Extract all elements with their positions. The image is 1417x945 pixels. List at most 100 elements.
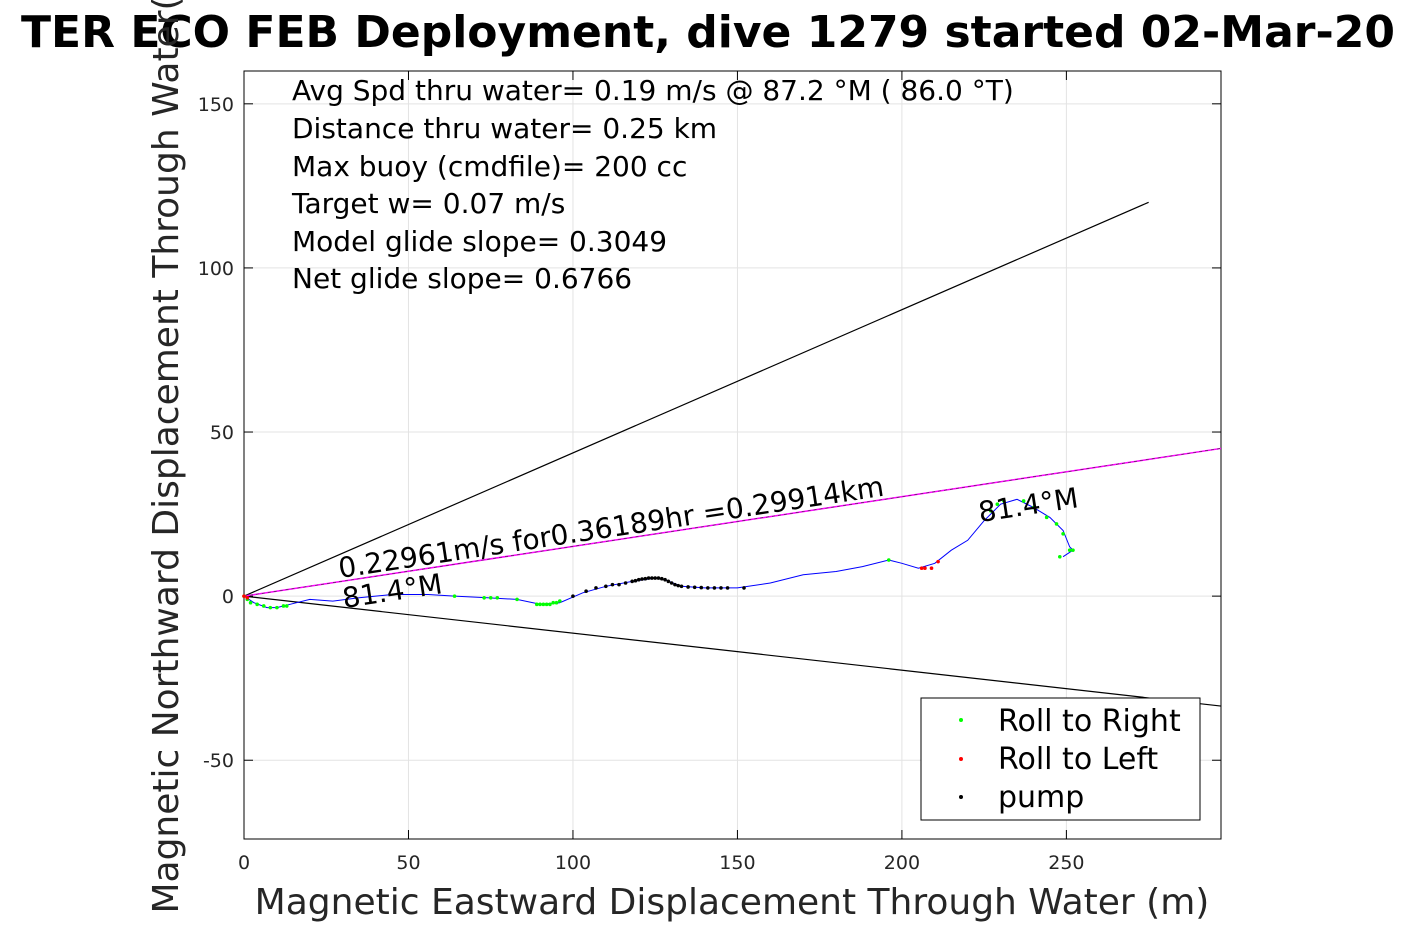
- roll-right-marker: [284, 604, 289, 608]
- roll-right-marker: [1054, 522, 1059, 526]
- y-tick-label: 0: [222, 586, 234, 608]
- roll-right-marker: [1031, 505, 1036, 510]
- roll-left-marker: [929, 566, 934, 571]
- depth-averaged-current-line: [243, 447, 1222, 597]
- x-tick-label: 250: [1048, 852, 1084, 874]
- pump-marker: [643, 576, 648, 581]
- pump-marker: [650, 576, 654, 580]
- y-axis-label: Magnetic Northward Displacement Through …: [146, 0, 187, 914]
- pump-marker: [659, 576, 664, 581]
- pump-marker: [719, 586, 723, 590]
- pump-marker: [594, 586, 598, 590]
- pump-marker: [630, 579, 634, 584]
- roll-left-marker: [923, 566, 927, 571]
- roll-right-marker: [541, 602, 546, 607]
- pump-marker: [604, 584, 608, 589]
- roll-right-marker: [452, 594, 457, 598]
- pump-marker: [666, 579, 671, 584]
- roll-right-marker: [261, 604, 266, 608]
- envelope-line: [243, 201, 1149, 597]
- roll-right-marker: [1058, 554, 1062, 559]
- pump-marker: [663, 577, 667, 582]
- roll-right-marker: [995, 502, 1000, 507]
- roll-right-marker: [275, 605, 279, 610]
- roll-right-marker: [482, 595, 486, 600]
- y-tick-label: 150: [198, 94, 234, 116]
- glide-envelope-lines: [243, 201, 1222, 707]
- chart-title: TER ECO FEB Deployment, dive 1279 starte…: [21, 7, 1395, 58]
- legend-box: [920, 697, 1201, 821]
- pump-marker: [676, 583, 681, 588]
- roll-right-marker: [544, 602, 549, 607]
- pump-marker: [725, 586, 730, 590]
- pump-marker: [692, 585, 697, 590]
- heading-end-label: 81.4°M: [976, 481, 1080, 529]
- axis-ticks: 0 50 100 150 200 250 -50 0 50 100 150: [198, 71, 1221, 874]
- y-tick-label: -50: [203, 750, 234, 772]
- target-w-annotation: Target w= 0.07 m/s: [291, 187, 565, 220]
- legend-marker-pump: [959, 795, 963, 799]
- pump-marker: [673, 582, 677, 587]
- current-annotation: 0.22961m/s for0.36189hr =0.29914km: [336, 470, 886, 585]
- x-axis-label: Magnetic Eastward Displacement Through W…: [255, 882, 1210, 923]
- roll-right-marker: [886, 558, 891, 562]
- legend-marker-roll-right: [959, 718, 963, 722]
- grid: [243, 71, 1221, 839]
- roll-left-marker: [936, 559, 940, 564]
- pump-marker: [706, 586, 710, 590]
- pump-marker: [679, 584, 684, 589]
- pump-marker: [742, 586, 746, 590]
- pump-marker: [669, 581, 674, 585]
- plot-area-frame: [243, 70, 1222, 840]
- legend-label-roll-right: Roll to Right: [998, 704, 1181, 739]
- pump-marker: [633, 578, 638, 583]
- roll-and-pump-markers: [242, 499, 1075, 610]
- pump-marker: [699, 585, 704, 590]
- roll-left-marker: [242, 594, 246, 598]
- x-tick-label: 100: [555, 852, 591, 874]
- roll-right-marker: [1067, 548, 1072, 552]
- pump-marker: [656, 576, 661, 580]
- roll-right-marker: [1021, 499, 1026, 503]
- pump-marker: [623, 581, 628, 585]
- legend-label-roll-left: Roll to Left: [998, 742, 1158, 777]
- current-vector-dash: [243, 448, 1222, 597]
- x-tick-label: 150: [719, 852, 755, 874]
- pump-marker: [636, 577, 641, 582]
- legend: Roll to Right Roll to Left pump: [920, 697, 1201, 821]
- roll-right-marker: [557, 599, 562, 603]
- roll-right-marker: [1002, 499, 1006, 503]
- model-glide-slope-annotation: Model glide slope= 0.3049: [292, 225, 667, 258]
- pump-marker: [653, 576, 657, 580]
- envelope-line: [243, 595, 1222, 707]
- roll-right-marker: [548, 602, 552, 607]
- roll-right-marker: [255, 602, 259, 607]
- roll-right-marker: [534, 602, 539, 607]
- legend-label-pump: pump: [998, 780, 1084, 815]
- roll-left-marker: [245, 595, 250, 600]
- net-glide-slope-annotation: Net glide slope= 0.6766: [292, 262, 632, 295]
- y-tick-label: 100: [198, 258, 234, 280]
- avg-speed-annotation: Avg Spd thru water= 0.19 m/s @ 87.2 °M (…: [292, 74, 1014, 107]
- x-tick-label: 50: [396, 852, 420, 874]
- x-tick-label: 0: [238, 852, 250, 874]
- roll-left-marker: [919, 566, 924, 571]
- roll-right-marker: [988, 508, 993, 513]
- info-annotations: Avg Spd thru water= 0.19 m/s @ 87.2 °M (…: [291, 74, 1014, 295]
- pump-marker: [617, 582, 621, 587]
- legend-marker-roll-left: [959, 757, 963, 761]
- roll-right-marker: [488, 595, 493, 600]
- x-tick-label: 200: [884, 852, 920, 874]
- distance-annotation: Distance thru water= 0.25 km: [292, 112, 717, 145]
- pump-marker: [686, 585, 690, 589]
- roll-right-marker: [1044, 515, 1049, 520]
- roll-right-marker: [268, 605, 273, 610]
- roll-right-marker: [538, 602, 542, 607]
- roll-right-marker: [1061, 531, 1065, 536]
- y-tick-label: 50: [210, 422, 234, 444]
- pump-marker: [571, 594, 575, 598]
- pump-marker: [646, 576, 651, 580]
- roll-right-marker: [1071, 548, 1075, 552]
- roll-right-marker: [281, 604, 286, 608]
